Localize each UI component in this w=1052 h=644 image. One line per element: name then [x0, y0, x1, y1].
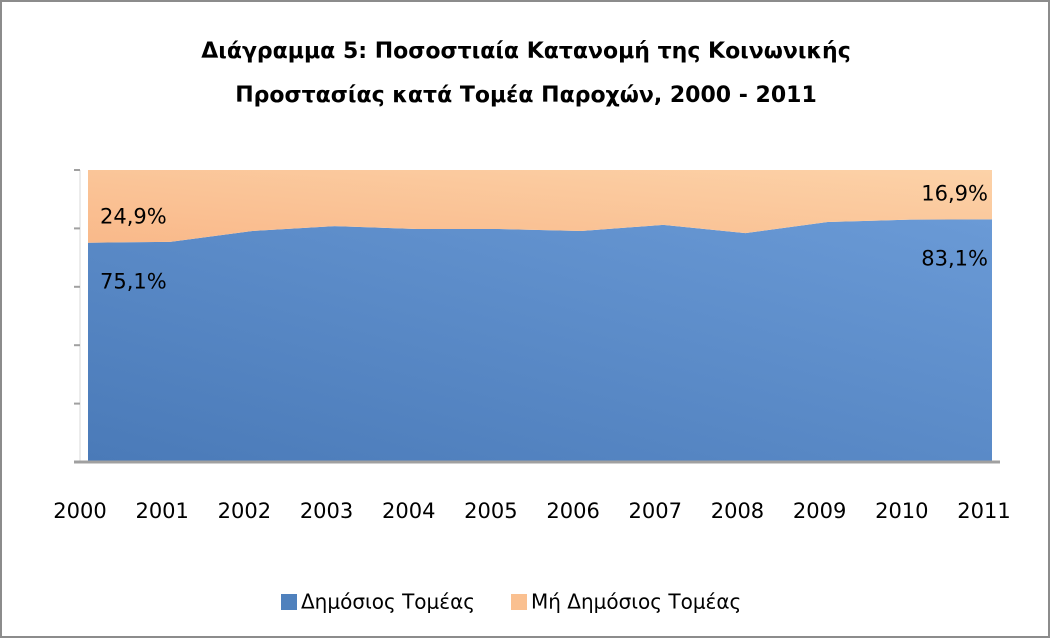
x-tick-label: 2000	[53, 499, 106, 523]
x-tick-label: 2011	[957, 499, 1010, 523]
legend-swatch	[511, 594, 527, 610]
legend-swatch	[281, 594, 297, 610]
legend-label: Δημόσιος Τομέας	[301, 590, 475, 614]
x-tick-label: 2008	[711, 499, 764, 523]
area	[88, 219, 992, 462]
data-label: 83,1%	[921, 246, 988, 270]
x-tick-label: 2002	[218, 499, 271, 523]
chart-title: Διάγραμμα 5: Ποσοστιαία Κατανομή της Κοι…	[201, 39, 851, 64]
x-tick-label: 2010	[875, 499, 928, 523]
x-tick-label: 2001	[135, 499, 188, 523]
area	[88, 170, 992, 243]
data-label: 75,1%	[100, 270, 167, 294]
chart-title: Προστασίας κατά Τομέα Παροχών, 2000 - 20…	[235, 83, 817, 108]
data-label: 16,9%	[921, 181, 988, 205]
x-tick-label: 2004	[382, 499, 435, 523]
x-tick-label: 2003	[300, 499, 353, 523]
x-tick-label: 2006	[546, 499, 599, 523]
x-tick-label: 2007	[629, 499, 682, 523]
x-tick-label: 2009	[793, 499, 846, 523]
x-tick-label: 2005	[464, 499, 517, 523]
data-label: 24,9%	[100, 205, 167, 229]
legend-label: Μή Δημόσιος Τομέας	[531, 590, 741, 614]
